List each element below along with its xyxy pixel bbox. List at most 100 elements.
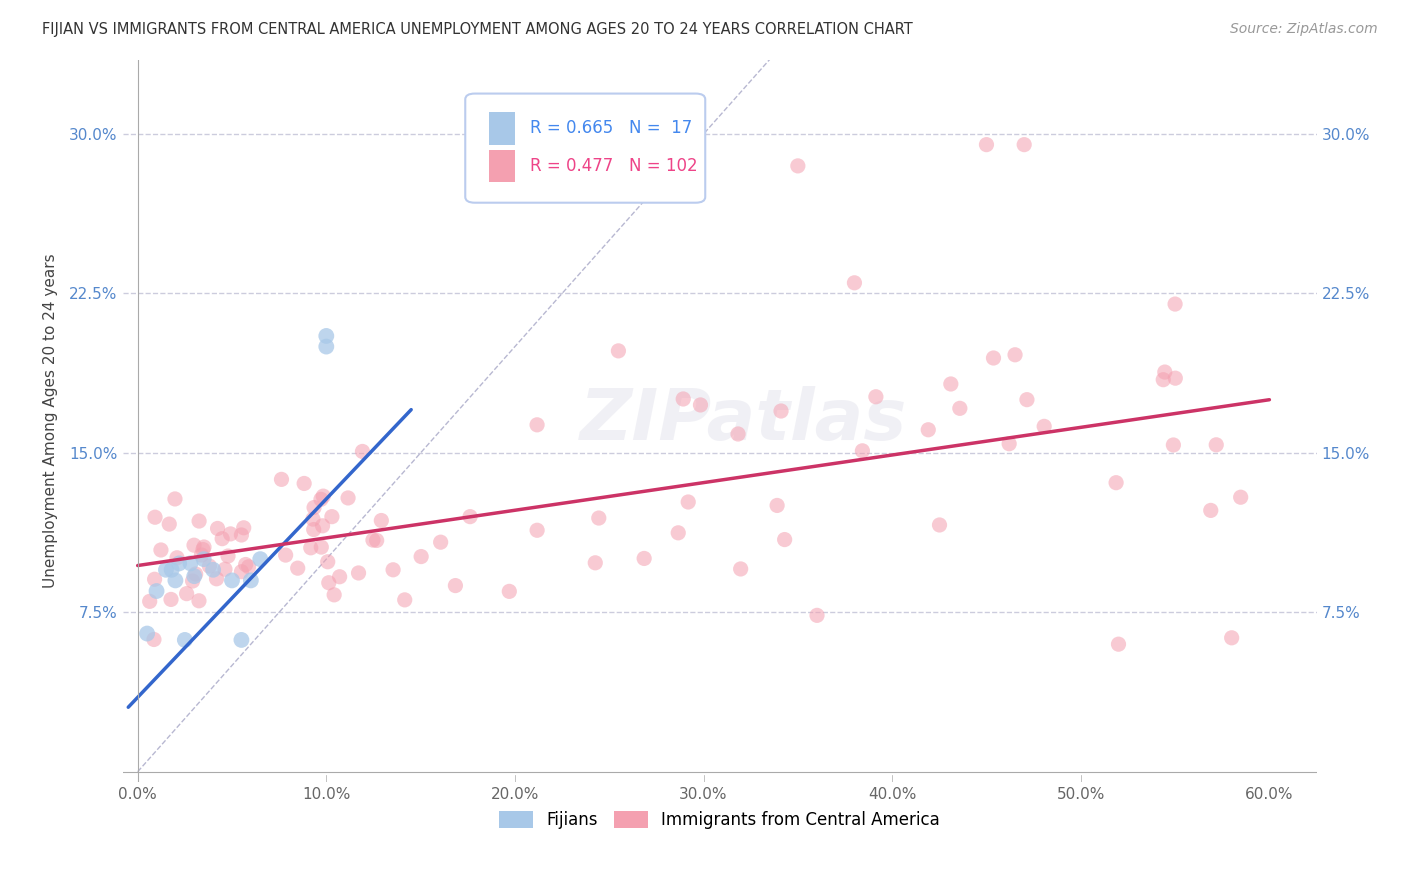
Point xyxy=(315,329,337,343)
Point xyxy=(444,578,467,592)
Point xyxy=(1199,503,1222,517)
Point xyxy=(157,517,180,532)
Point xyxy=(138,594,160,608)
Point xyxy=(309,492,332,507)
Point xyxy=(1105,475,1128,490)
Point xyxy=(142,632,165,647)
Point xyxy=(143,572,166,586)
Y-axis label: Unemployment Among Ages 20 to 24 years: Unemployment Among Ages 20 to 24 years xyxy=(44,253,58,589)
Point xyxy=(188,594,211,608)
Point xyxy=(928,518,950,533)
Point xyxy=(321,509,343,524)
Point xyxy=(315,340,337,354)
Point xyxy=(231,528,253,542)
Point xyxy=(249,552,271,566)
Point xyxy=(939,376,962,391)
Point xyxy=(311,540,333,554)
Point xyxy=(786,159,808,173)
Point xyxy=(672,392,695,406)
Point xyxy=(149,543,172,558)
Text: R = 0.665   N =  17: R = 0.665 N = 17 xyxy=(530,120,692,137)
Point xyxy=(190,548,212,562)
Point xyxy=(202,563,225,577)
Point xyxy=(299,541,322,555)
Point xyxy=(323,588,346,602)
Point xyxy=(1220,631,1243,645)
Point xyxy=(188,514,211,528)
Point xyxy=(607,343,630,358)
Point xyxy=(312,489,335,503)
Bar xyxy=(489,112,516,145)
Point xyxy=(666,525,689,540)
Point xyxy=(221,574,243,588)
Point xyxy=(166,550,188,565)
FancyBboxPatch shape xyxy=(465,94,706,202)
Point xyxy=(163,491,186,506)
Point xyxy=(730,562,752,576)
Point xyxy=(382,563,405,577)
Text: Source: ZipAtlas.com: Source: ZipAtlas.com xyxy=(1230,22,1378,37)
Point xyxy=(167,557,190,571)
Point xyxy=(1164,297,1187,311)
Point xyxy=(1012,137,1035,152)
Point xyxy=(1164,371,1187,385)
Point xyxy=(361,533,384,547)
Point xyxy=(302,500,325,515)
Point xyxy=(1163,438,1185,452)
Point xyxy=(302,512,325,526)
Point xyxy=(231,565,253,579)
Point xyxy=(219,527,242,541)
Point xyxy=(160,563,183,577)
Point xyxy=(526,417,548,432)
Point xyxy=(498,584,520,599)
Point xyxy=(1004,348,1026,362)
Point xyxy=(337,491,360,505)
Point xyxy=(976,137,998,152)
Point xyxy=(311,518,333,533)
Text: ZIPatlas: ZIPatlas xyxy=(579,386,907,456)
Point xyxy=(181,574,204,588)
Point xyxy=(287,561,309,575)
Point xyxy=(329,570,352,584)
Point xyxy=(214,562,236,576)
Point xyxy=(184,566,207,581)
Point xyxy=(366,533,388,548)
Point xyxy=(727,427,749,442)
Point xyxy=(193,552,215,566)
Point xyxy=(917,423,939,437)
Point xyxy=(770,404,793,418)
Point xyxy=(1229,490,1251,504)
Point xyxy=(806,608,828,623)
Point xyxy=(844,276,866,290)
Point xyxy=(143,510,166,524)
Point xyxy=(270,472,292,486)
Point xyxy=(1153,365,1175,379)
Bar xyxy=(489,150,516,182)
Point xyxy=(160,592,183,607)
Point xyxy=(165,574,187,588)
Point xyxy=(394,592,416,607)
Point xyxy=(238,559,260,574)
Point xyxy=(1205,438,1227,452)
Point xyxy=(526,523,548,537)
Point xyxy=(302,523,325,537)
Point xyxy=(207,521,229,535)
Point xyxy=(458,509,481,524)
Point xyxy=(411,549,433,564)
Point xyxy=(352,444,374,458)
Point xyxy=(211,532,233,546)
Text: FIJIAN VS IMMIGRANTS FROM CENTRAL AMERICA UNEMPLOYMENT AMONG AGES 20 TO 24 YEARS: FIJIAN VS IMMIGRANTS FROM CENTRAL AMERIC… xyxy=(42,22,912,37)
Point xyxy=(583,556,606,570)
Point xyxy=(347,566,370,580)
Point xyxy=(193,540,215,554)
Point xyxy=(1108,637,1130,651)
Text: R = 0.477   N = 102: R = 0.477 N = 102 xyxy=(530,157,697,175)
Point xyxy=(588,511,610,525)
Point xyxy=(429,535,451,549)
Point xyxy=(766,499,789,513)
Point xyxy=(865,390,887,404)
Point xyxy=(191,542,214,557)
Point xyxy=(318,575,340,590)
Point xyxy=(198,559,221,574)
Point xyxy=(232,521,254,535)
